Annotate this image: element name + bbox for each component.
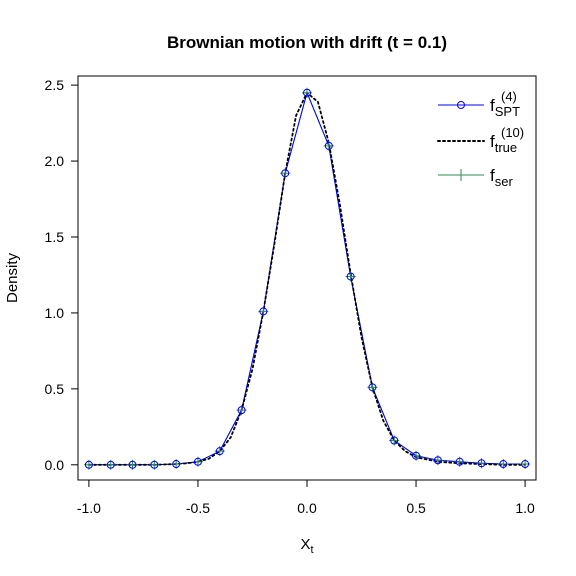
legend-label-spt: fSPT xyxy=(490,96,520,119)
legend-label-sub: ser xyxy=(495,174,514,189)
y-tick-label: 1.5 xyxy=(45,229,65,245)
point-spt xyxy=(455,457,464,466)
x-axis: -1.0 -0.5 0.0 0.5 1.0 xyxy=(77,479,535,516)
point-spt xyxy=(150,460,159,469)
legend-label-true: ftrue xyxy=(490,132,517,155)
series-line-spt xyxy=(88,91,526,466)
x-tick-label: -1.0 xyxy=(77,500,101,516)
legend-label-main: f xyxy=(490,96,495,115)
y-tick-label: 0.5 xyxy=(45,381,65,397)
legend-marker-ser xyxy=(456,169,466,181)
point-spt xyxy=(433,456,442,465)
point-spt xyxy=(128,460,137,469)
legend-label-sup: (4) xyxy=(501,89,517,104)
legend-label-sub: SPT xyxy=(495,104,520,119)
legend-marker-spt xyxy=(457,101,465,109)
x-tick-label: 1.0 xyxy=(515,500,535,516)
plot-frame xyxy=(77,75,537,481)
point-spt xyxy=(324,141,333,150)
y-axis: 0.0 0.5 1.0 1.5 2.0 2.5 xyxy=(45,77,79,473)
x-axis-label-main: X xyxy=(300,536,310,553)
x-tick-label: 0.5 xyxy=(406,500,426,516)
point-spt xyxy=(303,88,311,97)
series-line-ser xyxy=(88,91,526,466)
legend-label-sub: true xyxy=(495,140,517,155)
point-spt xyxy=(84,460,93,469)
y-tick-label: 2.5 xyxy=(45,77,65,93)
x-axis-label-sub: t xyxy=(310,544,313,556)
legend-label-main: f xyxy=(490,132,495,151)
x-axis-label: Xt xyxy=(300,536,313,556)
point-spt xyxy=(477,459,486,468)
point-spt xyxy=(412,451,421,460)
series-layer xyxy=(83,87,531,470)
point-spt xyxy=(237,406,246,415)
point-spt xyxy=(172,460,181,469)
chart-title: Brownian motion with drift (t = 0.1) xyxy=(167,33,447,52)
point-spt xyxy=(499,460,508,469)
point-spt xyxy=(346,272,355,281)
legend-label-sup: (10) xyxy=(501,125,524,140)
point-spt xyxy=(281,169,290,178)
y-axis-label: Density xyxy=(4,252,21,303)
y-tick-label: 2.0 xyxy=(45,153,65,169)
legend: fSPT(4)ftrue(10)fser xyxy=(437,89,524,189)
point-spt xyxy=(259,307,268,316)
x-tick-label: 0.0 xyxy=(297,500,317,516)
legend-label-main: f xyxy=(490,166,495,185)
y-tick-label: 1.0 xyxy=(45,305,65,321)
point-spt xyxy=(390,436,399,445)
point-spt xyxy=(106,460,115,469)
y-tick-label: 0.0 xyxy=(45,457,65,473)
legend-label-ser: fser xyxy=(490,166,513,189)
point-spt xyxy=(193,457,202,466)
x-tick-label: -0.5 xyxy=(186,500,210,516)
series-line-true xyxy=(88,91,526,466)
point-spt xyxy=(215,447,224,456)
point-spt xyxy=(368,383,377,392)
point-spt xyxy=(521,460,530,469)
